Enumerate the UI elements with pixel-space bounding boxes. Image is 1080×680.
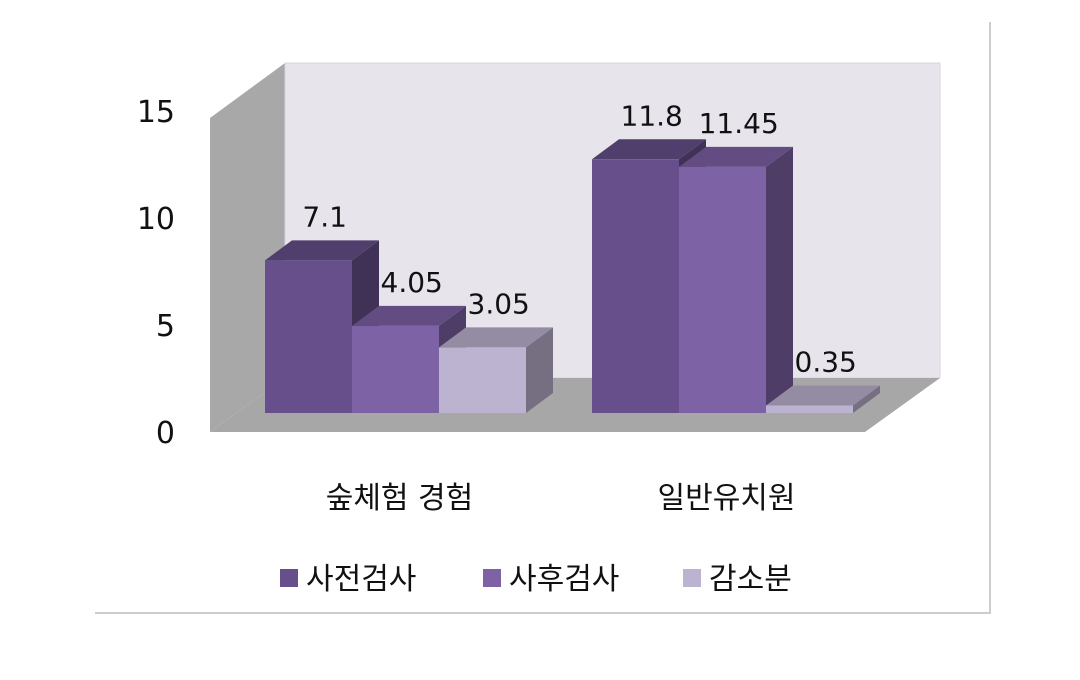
bar-top-face <box>592 139 706 160</box>
x-category-label: 일반유치원 <box>658 481 796 516</box>
bar-front-face <box>766 405 853 413</box>
bar-side-face <box>853 385 880 413</box>
x-category-label: 숲체험 경험 <box>326 481 474 516</box>
bar <box>439 327 553 413</box>
bar-top-face <box>265 240 379 261</box>
bar-top-face <box>352 305 466 326</box>
legend: 사전검사 사후검사 감소분 <box>280 562 792 597</box>
legend-label: 사전검사 <box>306 562 416 597</box>
y-tick-label: 0 <box>156 416 175 451</box>
y-tick-label: 15 <box>137 95 175 130</box>
x-axis: 숲체험 경험 일반유치원 <box>326 481 796 516</box>
legend-label: 사후검사 <box>509 562 619 597</box>
bar-side-face <box>766 146 793 413</box>
bars-group <box>265 139 880 414</box>
data-label: 7.1 <box>302 200 347 233</box>
bar <box>766 385 880 413</box>
bar <box>679 146 793 413</box>
data-label: 11.8 <box>621 99 683 132</box>
legend-swatch <box>683 569 701 587</box>
bar-front-face <box>439 347 526 413</box>
y-tick-label: 5 <box>156 309 175 344</box>
data-label: 0.35 <box>795 345 857 378</box>
bar-side-face <box>526 327 553 413</box>
bar-front-face <box>679 166 766 413</box>
bar-top-face <box>439 327 553 348</box>
bar-top-face <box>679 146 793 167</box>
legend-item: 사전검사 <box>280 562 416 597</box>
bar-front-face <box>592 159 679 413</box>
data-label: 3.05 <box>468 287 530 320</box>
bar-front-face <box>352 325 439 413</box>
legend-item: 사후검사 <box>483 562 619 597</box>
legend-swatch <box>483 569 501 587</box>
y-axis: 0 5 10 15 <box>137 95 175 451</box>
data-labels-group: 7.1 4.05 3.05 11.8 11.45 0.35 <box>302 99 856 378</box>
legend-item: 감소분 <box>683 562 792 597</box>
legend-swatch <box>280 569 298 587</box>
legend-label: 감소분 <box>709 562 792 597</box>
data-label: 4.05 <box>381 266 443 299</box>
chart-border <box>95 22 991 614</box>
y-tick-label: 10 <box>137 202 175 237</box>
data-label: 11.45 <box>699 107 779 140</box>
bar-front-face <box>265 260 352 413</box>
bar-top-face <box>766 385 880 406</box>
